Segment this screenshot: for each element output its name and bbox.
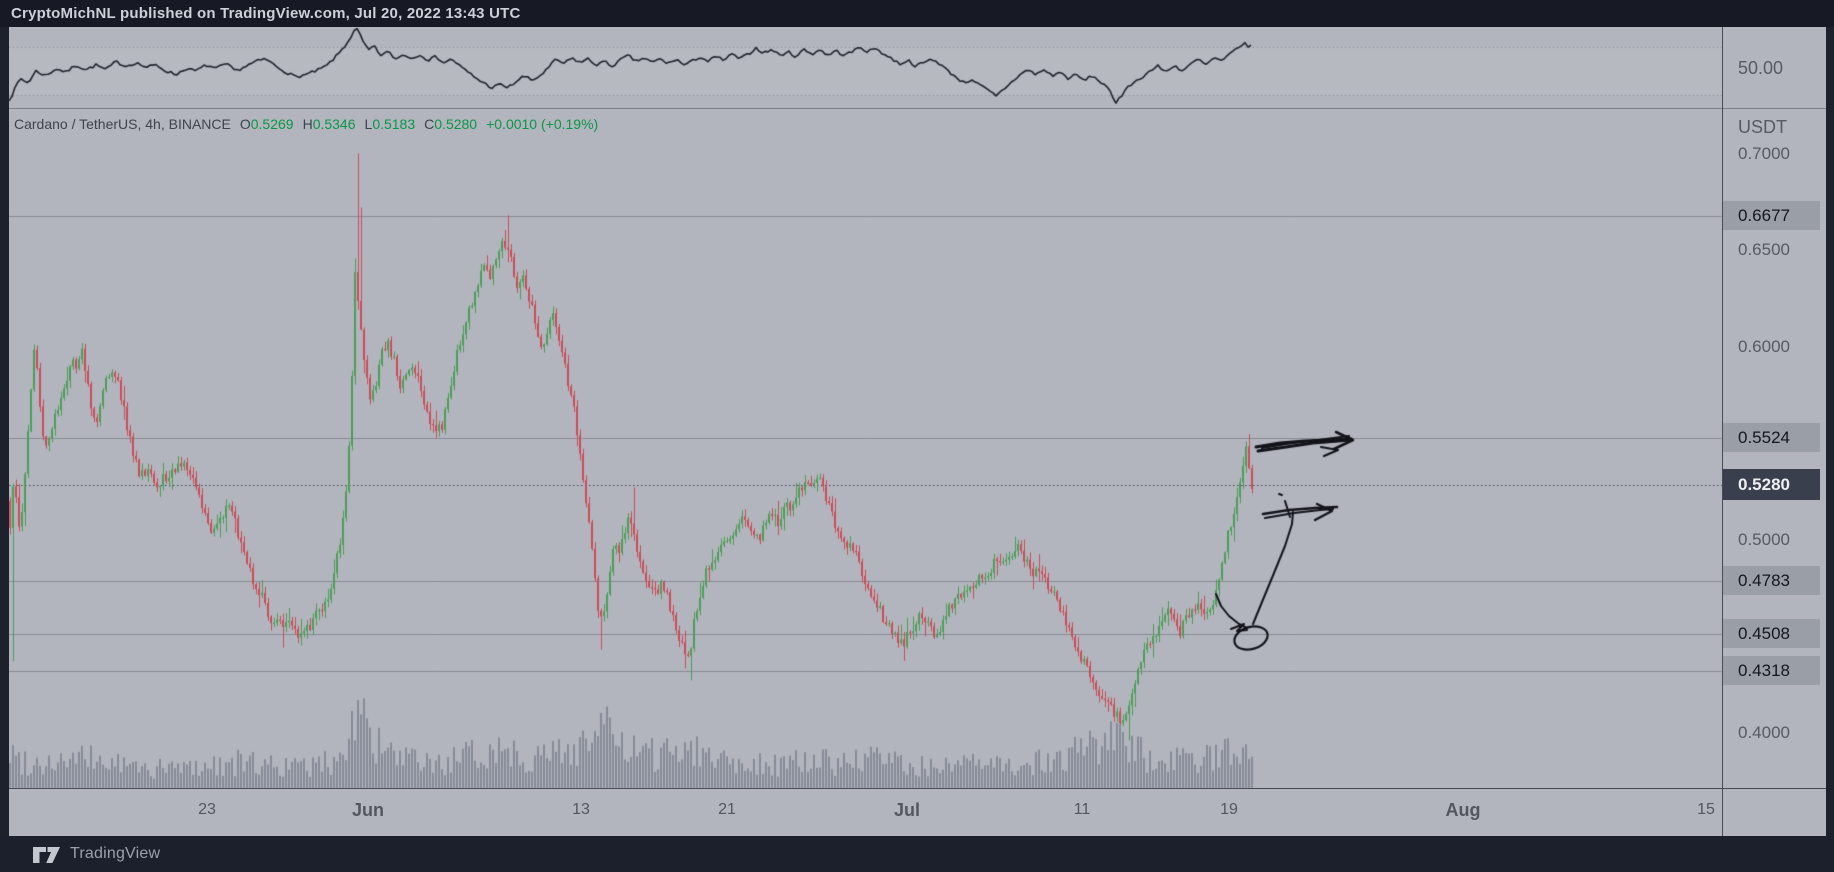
time-axis-label: 15 xyxy=(1697,801,1715,818)
ohlc-high: H0.5346 xyxy=(302,116,356,132)
ohlc-change: +0.0010 (+0.19%) xyxy=(486,116,599,132)
indicator-axis-label: 50.00 xyxy=(1738,58,1784,78)
tradingview-logo-icon[interactable] xyxy=(32,844,61,865)
symbol-title[interactable]: Cardano / TetherUS, 4h, BINANCE xyxy=(14,116,231,132)
price-axis-tick: 0.5000 xyxy=(1738,529,1790,549)
price-level-badge: 0.4783 xyxy=(1723,566,1820,596)
time-axis-label: 21 xyxy=(718,801,736,818)
price-level-badge: 0.4508 xyxy=(1723,619,1820,649)
time-axis-label: Aug xyxy=(1445,800,1481,820)
pane-divider xyxy=(0,108,1826,109)
time-axis-label: Jun xyxy=(351,800,385,820)
tradingview-brand-text[interactable]: TradingView xyxy=(70,845,161,862)
symbol-legend: Cardano / TetherUS, 4h, BINANCE O0.5269 H0… xyxy=(14,114,598,134)
price-level-badge: 0.4318 xyxy=(1723,656,1820,686)
left-border-strip xyxy=(0,27,9,836)
ohlc-close: C0.5280 xyxy=(424,116,478,132)
time-axis-label: 11 xyxy=(1073,801,1091,818)
ohlc-open: O0.5269 xyxy=(239,116,294,132)
price-axis-border xyxy=(1722,27,1723,836)
price-axis-unit: USDT xyxy=(1738,117,1787,137)
ohlc-low: L0.5183 xyxy=(364,116,416,132)
price-level-badge: 0.6677 xyxy=(1723,200,1820,230)
time-axis-label: 19 xyxy=(1220,801,1238,818)
price-axis-tick: 0.6000 xyxy=(1738,336,1790,356)
price-axis-tick: 0.4000 xyxy=(1738,722,1790,742)
time-axis-label: 13 xyxy=(572,801,590,818)
time-axis-border xyxy=(0,788,1826,789)
price-axis-tick: 0.7000 xyxy=(1738,143,1790,163)
right-border-strip xyxy=(1826,27,1834,836)
time-axis-label: 23 xyxy=(198,801,216,818)
time-axis-label: Jul xyxy=(893,800,921,820)
current-price-badge: 0.5280 xyxy=(1723,469,1820,501)
publish-info-bar: CryptoMichNL published on TradingView.co… xyxy=(0,0,1834,27)
price-axis-tick: 0.6500 xyxy=(1738,240,1790,259)
price-level-badge: 0.5524 xyxy=(1723,423,1820,453)
footer-bar: TradingView xyxy=(0,836,1834,872)
publish-info-text: CryptoMichNL published on TradingView.co… xyxy=(11,5,521,22)
